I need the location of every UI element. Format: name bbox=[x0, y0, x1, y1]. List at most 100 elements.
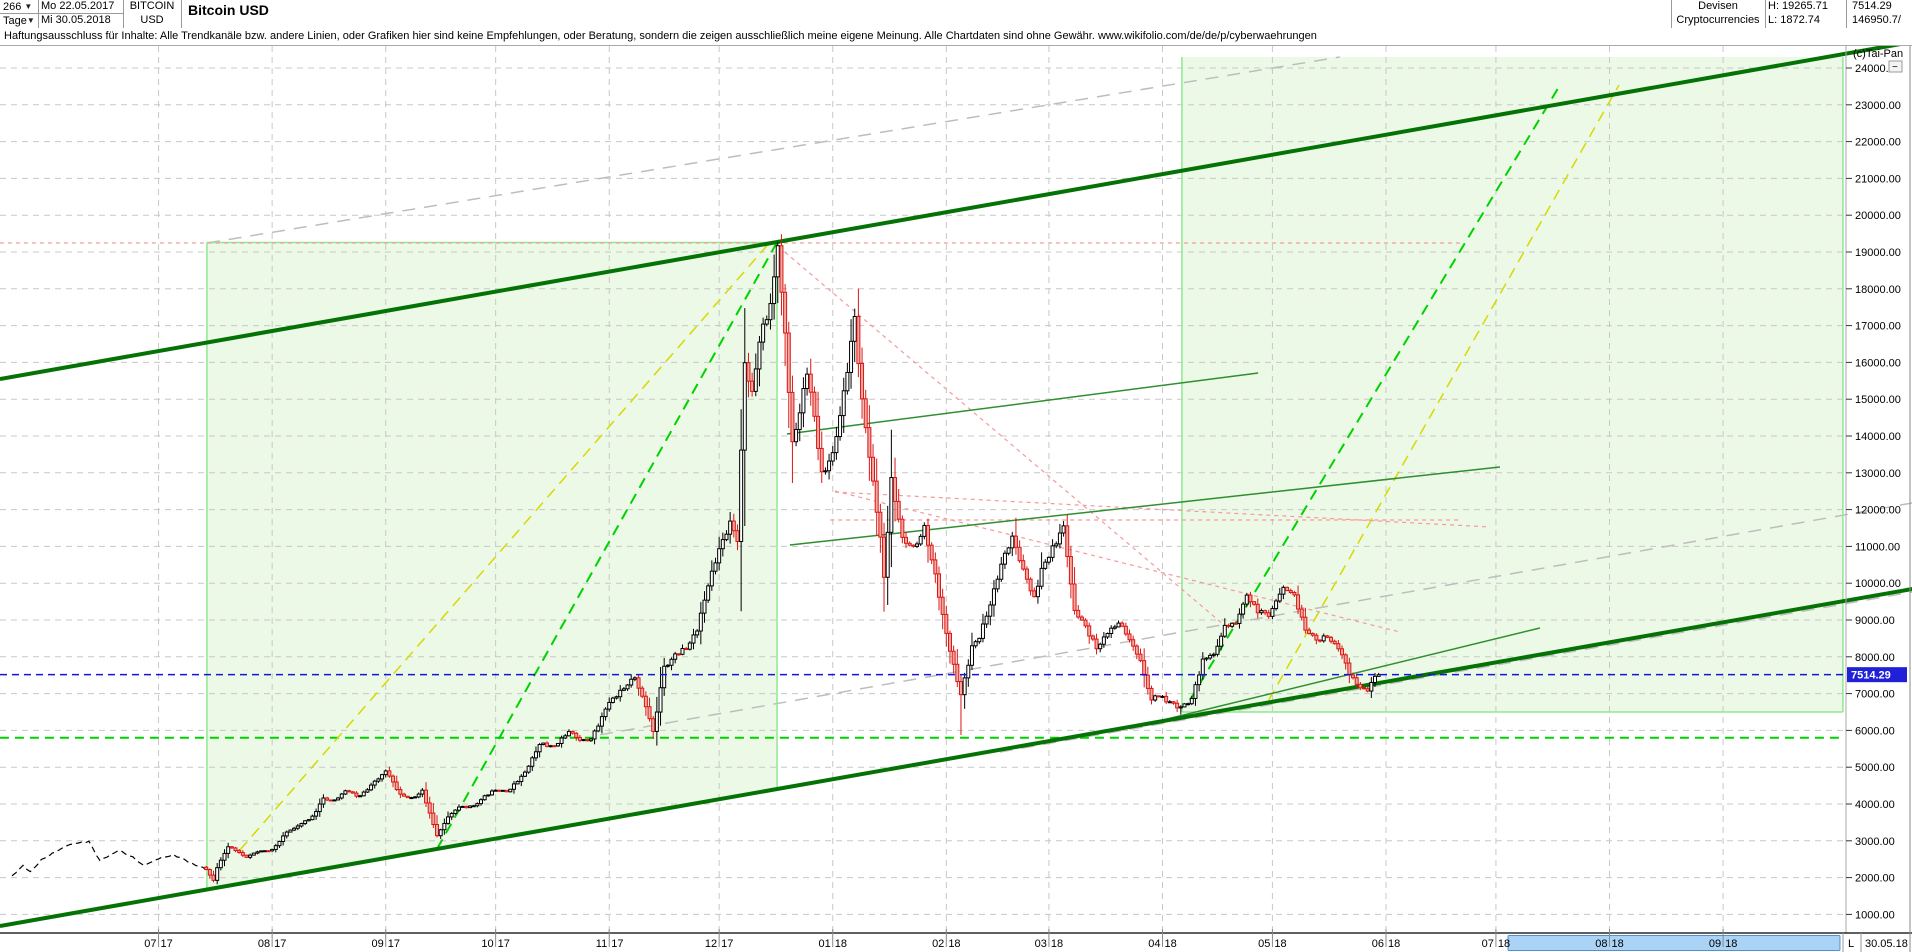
month-label: 03 bbox=[1035, 938, 1047, 950]
price-axis-label: 11000.00 bbox=[1855, 541, 1900, 553]
high-value: H: 19265.71 bbox=[1768, 0, 1828, 12]
price-axis-label: 2000.00 bbox=[1855, 873, 1895, 885]
price-axis-label: 3000.00 bbox=[1855, 836, 1895, 848]
period-dropdown[interactable]: 266 ▼ bbox=[3, 1, 33, 13]
low-value: L: 1872.74 bbox=[1768, 14, 1820, 26]
fan-dashed-yellow-2 bbox=[1268, 84, 1620, 701]
divider bbox=[38, 0, 39, 28]
year-label: 17 bbox=[611, 938, 623, 950]
minus-icon: − bbox=[1892, 62, 1898, 73]
price-axis-label: 18000.00 bbox=[1855, 284, 1901, 296]
page-title: Bitcoin USD bbox=[188, 2, 269, 18]
divider bbox=[1765, 0, 1766, 28]
month-label: 08 bbox=[258, 938, 270, 950]
gray-diagonal-2 bbox=[599, 502, 1912, 736]
symbol-name: BITCOIN bbox=[129, 0, 175, 12]
year-label: 18 bbox=[1612, 938, 1624, 950]
disclaimer-text: Haftungsausschluss für Inhalte: Alle Tre… bbox=[0, 28, 1912, 46]
price-axis-label: 21000.00 bbox=[1855, 173, 1901, 185]
chevron-down-icon: ▼ bbox=[26, 16, 35, 25]
year-label: 18 bbox=[1725, 938, 1737, 950]
subcategory-label: Cryptocurrencies bbox=[1676, 14, 1760, 26]
year-label: 17 bbox=[721, 938, 733, 950]
price-axis-label: 16000.00 bbox=[1855, 357, 1901, 369]
price-axis-label: 5000.00 bbox=[1855, 762, 1895, 774]
taipan-watermark: (c)Tai-Pan bbox=[1853, 48, 1903, 60]
scrollbar-thumb[interactable] bbox=[1507, 935, 1841, 951]
channel-zone-2 bbox=[1181, 56, 1843, 712]
price-axis[interactable] bbox=[1846, 67, 1852, 915]
divider bbox=[1671, 0, 1672, 28]
pre-range-price-line bbox=[11, 840, 207, 877]
month-label: 07 bbox=[1482, 938, 1494, 950]
price-axis-label: 6000.00 bbox=[1855, 725, 1895, 737]
price-axis-label: 4000.00 bbox=[1855, 799, 1895, 811]
current-price-tag bbox=[1847, 667, 1907, 683]
month-label: 07 bbox=[144, 938, 156, 950]
month-label: 11 bbox=[596, 938, 607, 950]
price-axis-label: 17000.00 bbox=[1855, 321, 1901, 333]
last-bar-date: 30.05.18 bbox=[1865, 938, 1908, 950]
divider bbox=[0, 13, 123, 14]
year-label: 17 bbox=[388, 938, 400, 950]
month-label: 09 bbox=[371, 938, 383, 950]
year-label: 17 bbox=[498, 938, 510, 950]
fan-dashed-green-1 bbox=[436, 238, 780, 850]
price-axis-label: 1000.00 bbox=[1855, 909, 1895, 921]
price-axis-label: 20000.00 bbox=[1855, 210, 1901, 222]
year-label: 17 bbox=[274, 938, 286, 950]
year-label: 18 bbox=[1498, 938, 1510, 950]
channel-zone-1 bbox=[206, 242, 778, 890]
gray-diagonal-3 bbox=[999, 591, 1912, 753]
month-label: 10 bbox=[481, 938, 493, 950]
timeframe-dropdown[interactable]: Tage▼ bbox=[3, 15, 35, 27]
year-label: 18 bbox=[1051, 938, 1063, 950]
price-axis-label: 13000.00 bbox=[1855, 468, 1901, 480]
symbol-currency: USD bbox=[140, 14, 164, 26]
month-label: 05 bbox=[1258, 938, 1270, 950]
date-to: Mi 30.05.2018 bbox=[41, 14, 111, 26]
month-label: 06 bbox=[1372, 938, 1384, 950]
year-label: 17 bbox=[161, 938, 173, 950]
red-dotted-fan-1 bbox=[778, 246, 1231, 631]
month-label: 02 bbox=[932, 938, 944, 950]
category-label: Devisen bbox=[1698, 0, 1738, 12]
last-bar-label: L bbox=[1848, 938, 1854, 950]
thin-green-resistance-b bbox=[789, 466, 1501, 546]
year-label: 18 bbox=[835, 938, 847, 950]
last-price-value: 7514.29 bbox=[1852, 0, 1892, 12]
gray-diagonal-1 bbox=[206, 56, 1340, 244]
date-from: Mo 22.05.2017 bbox=[41, 0, 115, 12]
collapse-button[interactable] bbox=[1888, 60, 1903, 73]
price-axis-bg bbox=[1846, 46, 1912, 933]
divider bbox=[1846, 0, 1847, 28]
channel-upper bbox=[0, 40, 1912, 381]
price-axis-label: 8000.00 bbox=[1855, 652, 1895, 664]
month-label: 04 bbox=[1148, 938, 1160, 950]
month-label: 08 bbox=[1595, 938, 1607, 950]
red-dotted-fan-2 bbox=[834, 490, 1401, 633]
time-axis bbox=[0, 933, 1912, 952]
price-axis-label: 14000.00 bbox=[1855, 431, 1901, 443]
divider bbox=[181, 0, 182, 28]
channel-lower bbox=[0, 587, 1912, 928]
fan-dashed-yellow-1 bbox=[239, 239, 773, 851]
chevron-down-icon: ▼ bbox=[24, 2, 33, 11]
price-axis-label: 9000.00 bbox=[1855, 615, 1895, 627]
price-axis-label: 15000.00 bbox=[1855, 394, 1901, 406]
price-axis-label: 19000.00 bbox=[1855, 247, 1901, 259]
volume-value: 146950.7/ bbox=[1852, 14, 1901, 26]
month-label: 09 bbox=[1709, 938, 1721, 950]
year-label: 18 bbox=[948, 938, 960, 950]
price-axis-label: 10000.00 bbox=[1855, 578, 1901, 590]
price-axis-label: 7000.00 bbox=[1855, 689, 1895, 701]
year-label: 18 bbox=[1164, 938, 1176, 950]
month-label: 12 bbox=[705, 938, 717, 950]
chart-header: 266 ▼ Tage▼ Mo 22.05.2017 Mi 30.05.2018 … bbox=[0, 0, 1912, 29]
price-axis-label: 22000.00 bbox=[1855, 137, 1901, 149]
price-axis-label: 12000.00 bbox=[1855, 505, 1901, 517]
year-label: 18 bbox=[1388, 938, 1400, 950]
year-label: 18 bbox=[1274, 938, 1286, 950]
